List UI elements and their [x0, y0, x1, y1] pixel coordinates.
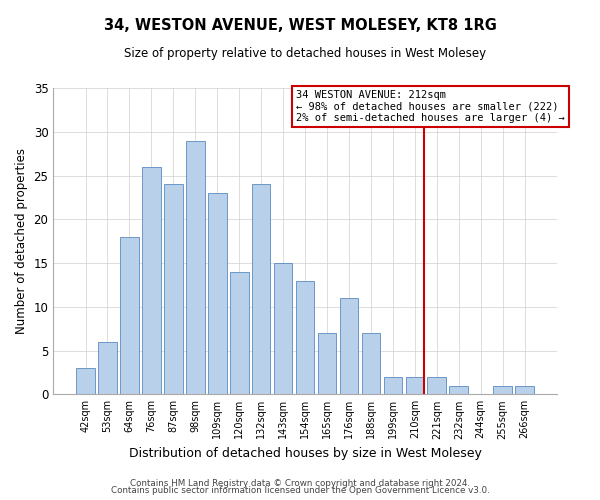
Text: 34 WESTON AVENUE: 212sqm
← 98% of detached houses are smaller (222)
2% of semi-d: 34 WESTON AVENUE: 212sqm ← 98% of detach… — [296, 90, 565, 123]
Title: Size of property relative to detached houses in West Molesey: Size of property relative to detached ho… — [124, 48, 486, 60]
Bar — [164, 184, 182, 394]
Bar — [230, 272, 248, 394]
Bar — [406, 377, 424, 394]
Bar — [449, 386, 468, 394]
Bar — [383, 377, 402, 394]
Bar — [252, 184, 271, 394]
Bar — [98, 342, 117, 394]
Bar — [515, 386, 534, 394]
Bar — [427, 377, 446, 394]
Bar — [120, 237, 139, 394]
Text: 34, WESTON AVENUE, WEST MOLESEY, KT8 1RG: 34, WESTON AVENUE, WEST MOLESEY, KT8 1RG — [104, 18, 496, 32]
Text: Contains public sector information licensed under the Open Government Licence v3: Contains public sector information licen… — [110, 486, 490, 495]
Bar — [76, 368, 95, 394]
Bar — [318, 333, 337, 394]
Bar — [340, 298, 358, 394]
Text: Contains HM Land Registry data © Crown copyright and database right 2024.: Contains HM Land Registry data © Crown c… — [130, 478, 470, 488]
Bar — [493, 386, 512, 394]
X-axis label: Distribution of detached houses by size in West Molesey: Distribution of detached houses by size … — [128, 447, 482, 460]
Bar — [274, 263, 292, 394]
Bar — [142, 167, 161, 394]
Y-axis label: Number of detached properties: Number of detached properties — [15, 148, 28, 334]
Bar — [296, 280, 314, 394]
Bar — [208, 193, 227, 394]
Bar — [186, 140, 205, 394]
Bar — [362, 333, 380, 394]
